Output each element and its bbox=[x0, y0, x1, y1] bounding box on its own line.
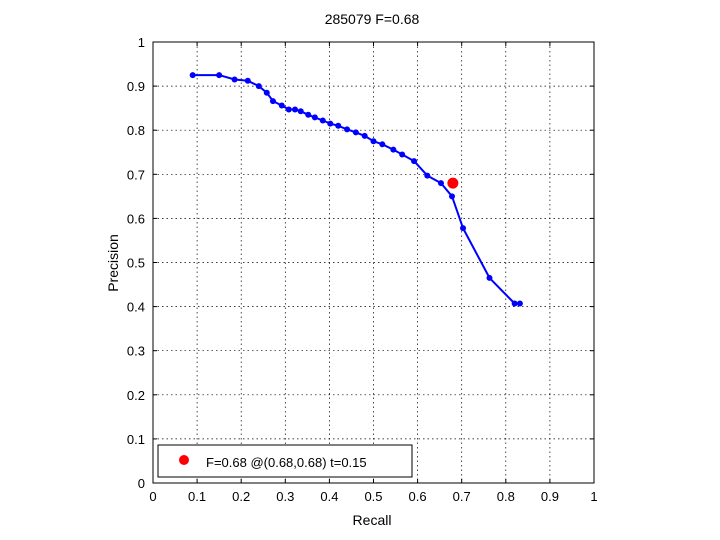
y-tick-label: 0.9 bbox=[127, 79, 145, 94]
chart-title: 285079 F=0.68 bbox=[325, 11, 420, 27]
y-axis: 0 0.1 0.2 0.3 0.4 0.5 0.6 0.7 0.8 0.9 1 bbox=[127, 35, 594, 491]
data-point bbox=[460, 225, 467, 232]
data-point bbox=[411, 158, 418, 165]
grid-lines bbox=[153, 42, 594, 483]
data-point bbox=[327, 120, 334, 127]
data-point bbox=[255, 83, 262, 90]
data-point bbox=[437, 180, 444, 187]
data-point bbox=[285, 106, 292, 113]
data-point bbox=[448, 193, 455, 200]
data-point bbox=[292, 106, 299, 113]
data-point bbox=[311, 114, 318, 121]
data-point bbox=[516, 300, 523, 307]
data-point bbox=[424, 172, 431, 179]
x-axis: 0 0.1 0.2 0.3 0.4 0.5 0.6 0.7 0.8 0.9 1 bbox=[149, 42, 598, 504]
legend: F=0.68 @(0.68,0.68) t=0.15 bbox=[157, 444, 413, 478]
x-tick-label: 0.4 bbox=[320, 489, 338, 504]
y-tick-label: 0.3 bbox=[127, 344, 145, 359]
x-tick-label: 0.7 bbox=[453, 489, 471, 504]
y-tick-label: 0.4 bbox=[127, 300, 145, 315]
data-point bbox=[216, 72, 223, 79]
data-point bbox=[278, 102, 285, 109]
y-axis-title: Precision bbox=[105, 234, 121, 292]
data-point bbox=[305, 111, 312, 118]
data-point bbox=[344, 126, 351, 133]
series-line bbox=[192, 74, 520, 305]
pr-curve bbox=[189, 72, 523, 307]
y-tick-label: 1 bbox=[138, 35, 145, 50]
data-point bbox=[244, 77, 251, 84]
x-tick-label: 0.6 bbox=[409, 489, 427, 504]
y-tick-label: 0.2 bbox=[127, 388, 145, 403]
y-tick-label: 0 bbox=[138, 476, 145, 491]
y-tick-label: 0.7 bbox=[127, 167, 145, 182]
data-point bbox=[263, 89, 270, 96]
data-point bbox=[189, 72, 196, 79]
data-point bbox=[486, 274, 493, 281]
x-tick-label: 0.3 bbox=[276, 489, 294, 504]
data-point bbox=[511, 300, 518, 307]
data-point bbox=[390, 146, 397, 153]
data-point bbox=[335, 122, 342, 129]
data-point bbox=[231, 76, 238, 83]
data-point bbox=[352, 129, 359, 136]
y-tick-label: 0.5 bbox=[127, 256, 145, 271]
x-tick-label: 0.8 bbox=[497, 489, 515, 504]
x-tick-label: 1 bbox=[590, 489, 597, 504]
legend-box bbox=[157, 444, 413, 478]
y-tick-label: 0.1 bbox=[127, 432, 145, 447]
legend-label: F=0.68 @(0.68,0.68) t=0.15 bbox=[206, 455, 367, 470]
legend-marker bbox=[179, 455, 189, 465]
data-point bbox=[370, 138, 377, 145]
x-tick-label: 0.2 bbox=[232, 489, 250, 504]
y-tick-label: 0.8 bbox=[127, 123, 145, 138]
best-f-point bbox=[447, 177, 459, 189]
data-point bbox=[379, 141, 386, 148]
x-tick-label: 0.1 bbox=[188, 489, 206, 504]
data-point bbox=[269, 98, 276, 105]
x-axis-title: Recall bbox=[353, 512, 392, 528]
x-tick-label: 0 bbox=[149, 489, 156, 504]
x-tick-label: 0.5 bbox=[364, 489, 382, 504]
y-tick-label: 0.6 bbox=[127, 211, 145, 226]
data-point bbox=[361, 132, 368, 139]
data-point bbox=[399, 151, 406, 158]
data-point bbox=[297, 108, 304, 115]
x-tick-label: 0.9 bbox=[541, 489, 559, 504]
data-point bbox=[319, 117, 326, 124]
